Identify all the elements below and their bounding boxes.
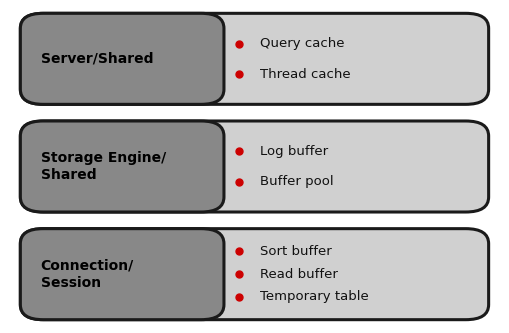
FancyBboxPatch shape	[20, 13, 224, 104]
FancyBboxPatch shape	[20, 121, 224, 212]
FancyBboxPatch shape	[20, 13, 489, 104]
Text: Thread cache: Thread cache	[260, 68, 350, 81]
Text: Sort buffer: Sort buffer	[260, 245, 331, 258]
FancyBboxPatch shape	[20, 229, 224, 320]
Text: Query cache: Query cache	[260, 37, 344, 50]
FancyBboxPatch shape	[20, 121, 489, 212]
Text: Connection/
Session: Connection/ Session	[41, 258, 134, 290]
Text: Buffer pool: Buffer pool	[260, 175, 333, 188]
Text: Server/Shared: Server/Shared	[41, 52, 153, 66]
FancyBboxPatch shape	[20, 229, 489, 320]
Text: Log buffer: Log buffer	[260, 145, 328, 158]
Text: Read buffer: Read buffer	[260, 268, 337, 281]
Text: Temporary table: Temporary table	[260, 290, 369, 303]
Text: Storage Engine/
Shared: Storage Engine/ Shared	[41, 151, 166, 182]
